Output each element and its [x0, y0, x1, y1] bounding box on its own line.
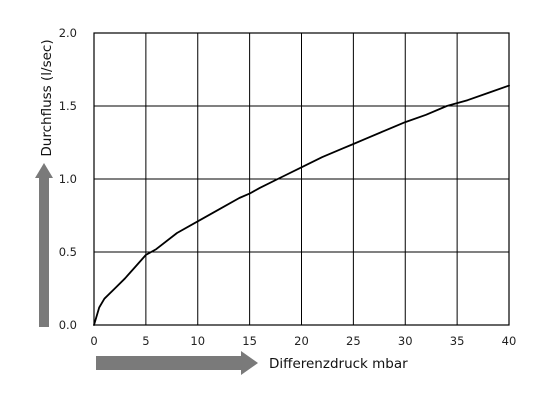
- grid: [93, 32, 510, 326]
- x-tick-label: 40: [502, 334, 517, 348]
- x-axis-title: Differenzdruck mbar: [269, 356, 408, 372]
- y-tick-label: 1.5: [59, 99, 77, 113]
- x-axis-arrow-icon: [96, 351, 258, 375]
- plot-frame: [93, 32, 510, 326]
- x-tick-label: 5: [142, 334, 149, 348]
- y-tick-label: 1.0: [59, 172, 77, 186]
- x-tick-label: 30: [398, 334, 413, 348]
- y-axis-title: Durchfluss (l/sec): [39, 39, 55, 156]
- x-tick-label: 10: [190, 334, 205, 348]
- x-tick-label: 35: [450, 334, 465, 348]
- y-tick-label: 2.0: [59, 26, 77, 40]
- series-line: [93, 84, 510, 326]
- x-tick-label: 15: [242, 334, 257, 348]
- x-tick-label: 0: [90, 334, 97, 348]
- x-tick-label: 25: [346, 334, 361, 348]
- y-tick-label: 0.5: [59, 245, 77, 259]
- x-tick-labels: 0 5 10 15 20 25 30 35 40: [90, 334, 516, 348]
- series-layer: [93, 84, 510, 326]
- x-tick-label: 20: [294, 334, 309, 348]
- y-tick-label: 0.0: [59, 318, 77, 332]
- y-tick-labels: 0.0 0.5 1.0 1.5 2.0: [59, 26, 77, 332]
- y-axis-arrow-icon: [35, 163, 53, 327]
